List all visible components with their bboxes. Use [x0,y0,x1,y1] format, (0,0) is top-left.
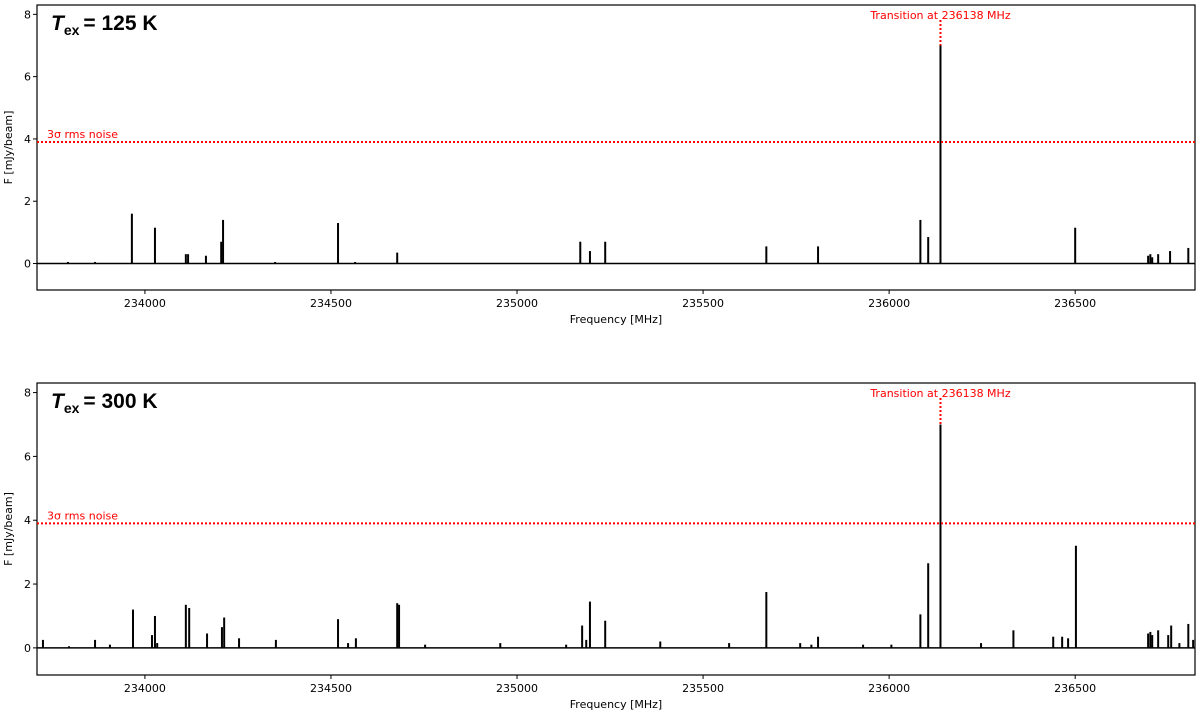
x-tick-label: 235500 [682,297,724,310]
x-axis-label: Frequency [MHz] [570,698,662,711]
x-axis-label: Frequency [MHz] [570,313,662,326]
x-tick-label: 236500 [1054,297,1096,310]
panel: 0 2 4 6 8 234000 234500 235000 235500 236000 23650… [2,382,1196,711]
title-symbol: T [51,390,66,413]
y-axis-label: F [mJy/beam] [2,111,15,185]
y-tick-label: 6 [24,71,31,84]
x-tick-label: 235500 [682,682,724,695]
noise-label: 3σ rms noise [47,509,118,522]
y-tick-label: 2 [24,195,31,208]
x-tick-label: 234500 [310,297,352,310]
x-tick-label: 235000 [496,297,538,310]
x-tick-label: 234000 [124,297,166,310]
x-tick-label: 236500 [1054,682,1096,695]
title-symbol: T [51,12,66,35]
y-tick-label: 2 [24,578,31,591]
x-tick-label: 236000 [868,297,910,310]
y-tick-label: 8 [24,8,31,21]
panel-title: Tex = 125 K [51,12,158,38]
panel-title: Tex = 300 K [51,390,158,416]
title-text: = 300 K [83,390,157,413]
noise-label: 3σ rms noise [47,128,118,141]
y-tick-label: 0 [24,642,31,655]
x-tick-label: 236000 [868,682,910,695]
title-subscript: ex [64,22,80,38]
annotation-label: Transition at 236138 MHz [869,9,1010,22]
plot-frame [36,4,1196,291]
x-tick-label: 234500 [310,682,352,695]
plot-frame [36,382,1196,676]
panel: 0 2 4 6 8 234000 234500 235000 235500 236000 23650… [2,4,1196,326]
y-tick-label: 4 [24,514,31,527]
title-subscript: ex [64,400,80,416]
y-tick-label: 0 [24,258,31,271]
y-tick-label: 6 [24,450,31,463]
x-tick-label: 234000 [124,682,166,695]
title-text: = 125 K [83,12,157,35]
y-tick-label: 8 [24,387,31,400]
x-tick-label: 235000 [496,682,538,695]
y-axis-label: F [mJy/beam] [2,492,15,566]
annotation-label: Transition at 236138 MHz [869,387,1010,400]
y-tick-label: 4 [24,133,31,146]
